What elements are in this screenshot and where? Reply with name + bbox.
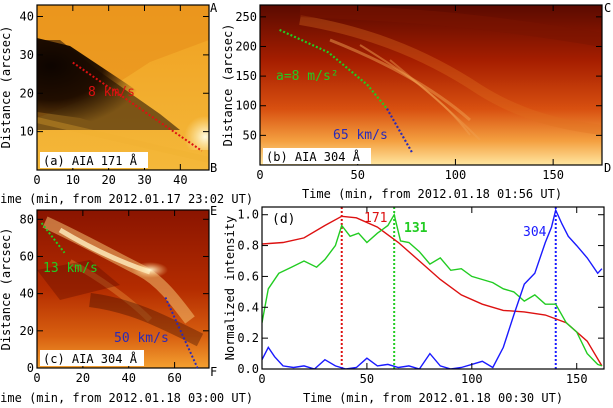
panel-c-ytick-label: 0 xyxy=(27,361,34,375)
panel-b-xtick-label: 150 xyxy=(542,168,564,182)
panel-d-ytick-label: 0.4 xyxy=(237,300,259,314)
panel-c-ytick-label: 80 xyxy=(20,212,34,226)
panel-c-xtick-label: 60 xyxy=(167,371,181,385)
series-131 xyxy=(262,212,603,367)
panel-c: 0 20 40 60 0 20 40 60 80 13 km/s 50 km/s (c) AIA… xyxy=(0,209,253,405)
panel-c-image xyxy=(37,210,209,368)
panel-a-ytick-label: 10 xyxy=(20,125,34,139)
panel-c-xtick-label: 0 xyxy=(33,371,40,385)
panel-a-ylabel: Distance (arcsec) xyxy=(0,26,13,149)
corner-label-c: C xyxy=(604,1,611,15)
panel-c-xtick-label: 40 xyxy=(122,371,136,385)
panel-d-annotation-304: 304 xyxy=(523,225,547,240)
panel-c-ylabel: Distance (arcsec) xyxy=(0,228,13,351)
panel-b-xtick-label: 50 xyxy=(350,168,364,182)
panel-d-peak-lines xyxy=(340,207,557,369)
panel-a-label: (a) AIA 171 Å xyxy=(43,153,138,168)
panel-d-xtick-label: 100 xyxy=(461,372,483,386)
panel-b-ytick-label: 150 xyxy=(235,69,257,83)
panel-c-label: (c) AIA 304 Å xyxy=(43,351,138,366)
panel-b-ytick-label: 100 xyxy=(235,99,257,113)
panel-d-frame xyxy=(261,206,605,370)
panel-d-ytick-label: 0.8 xyxy=(237,239,259,253)
panel-b-xtick-label: 100 xyxy=(445,168,467,182)
panel-b: 0 50 100 150 50 100 150 200 250 a=8 m/s² 65 km/s… xyxy=(221,4,603,201)
corner-label-b: B xyxy=(210,161,217,175)
panel-b-ylabel: Distance (arcsec) xyxy=(221,24,235,147)
panel-b-accel-label: a=8 m/s² xyxy=(276,69,339,84)
panel-b-label: (b) AIA 304 Å xyxy=(266,149,361,164)
panel-d-ytick-label: 0.0 xyxy=(237,362,259,376)
panel-d-axes: 0 50 100 150 0.0 0.2 0.4 0.6 0.8 1.0 xyxy=(237,207,604,386)
panel-c-ytick-label: 60 xyxy=(20,249,34,263)
panel-a-speed-label: 8 km/s xyxy=(88,85,135,100)
panel-a-label-box xyxy=(40,152,148,168)
panel-d-ytick-label: 1.0 xyxy=(237,208,259,222)
panel-a-ytick-label: 20 xyxy=(20,86,34,100)
panel-c-axes: 0 20 40 60 0 20 40 60 80 xyxy=(20,210,209,385)
panel-b-accel-curve xyxy=(279,28,388,110)
series-304 xyxy=(262,207,603,369)
panel-d-series xyxy=(262,207,603,369)
panel-b-fit-line xyxy=(386,108,414,154)
panel-d-xtick-label: 0 xyxy=(258,372,265,386)
panel-d-xtick-label: 50 xyxy=(360,372,374,386)
series-171 xyxy=(262,215,603,367)
panel-d-annotation-171: 171 xyxy=(364,211,387,226)
panel-d-annotation-131: 131 xyxy=(404,221,428,236)
panel-b-label-box xyxy=(263,148,371,164)
panel-d-ytick-label: 0.6 xyxy=(237,269,259,283)
panel-a-xlabel: Time (min, from 2012.01.17 23:02 UT) xyxy=(0,192,253,206)
panel-b-speed-label: 65 km/s xyxy=(333,128,388,143)
panel-c-ytick-label: 40 xyxy=(20,287,34,301)
panel-c-speed-green: 13 km/s xyxy=(43,261,98,276)
corner-label-f: F xyxy=(210,365,217,379)
panel-d-xtick-label: 150 xyxy=(566,372,588,386)
panel-c-speed-blue: 50 km/s xyxy=(114,331,169,346)
panel-b-ytick-label: 50 xyxy=(243,128,257,142)
panel-a-frame xyxy=(36,4,210,171)
panel-c-ytick-label: 20 xyxy=(20,324,34,338)
panel-a: 0 10 20 30 40 10 20 30 40 8 km/s (a) AIA 171 Å D… xyxy=(0,4,253,206)
panel-c-frame xyxy=(36,209,210,369)
panel-a-image xyxy=(37,5,209,170)
panel-b-axes: 0 50 100 150 50 100 150 200 250 xyxy=(235,5,602,182)
panel-d-xlabel: Time (min, from 2012.01.18 00:30 UT) xyxy=(303,391,563,405)
panel-a-xtick-label: 30 xyxy=(137,173,151,187)
panel-c-fit-blue xyxy=(164,296,199,369)
panel-b-xlabel: Time (min, from 2012.01.18 01:56 UT) xyxy=(302,187,562,201)
panel-a-ytick-label: 40 xyxy=(20,10,34,24)
panel-c-xtick-label: 20 xyxy=(76,371,90,385)
panel-b-xtick-label: 0 xyxy=(256,168,263,182)
panel-d-label: (d) xyxy=(272,212,295,227)
corner-label-a: A xyxy=(210,1,218,15)
panel-d-ytick-label: 0.2 xyxy=(237,331,259,345)
panel-b-frame xyxy=(259,4,603,166)
panel-d-ylabel: Normalized intensity xyxy=(223,216,237,361)
corner-label-d: D xyxy=(604,161,611,175)
panel-c-label-box xyxy=(40,350,144,366)
corner-label-e: E xyxy=(210,204,217,218)
panel-a-xtick-label: 20 xyxy=(101,173,115,187)
panel-b-ytick-label: 200 xyxy=(235,39,257,53)
panel-a-ytick-label: 30 xyxy=(20,48,34,62)
panel-a-xtick-label: 10 xyxy=(66,173,80,187)
panel-b-image xyxy=(260,5,602,165)
panel-c-xlabel: Time (min, from 2012.01.18 03:00 UT) xyxy=(0,391,253,405)
panel-a-xtick-label: 0 xyxy=(33,173,40,187)
panel-a-xtick-label: 40 xyxy=(173,173,187,187)
panel-b-ytick-label: 250 xyxy=(235,10,257,24)
